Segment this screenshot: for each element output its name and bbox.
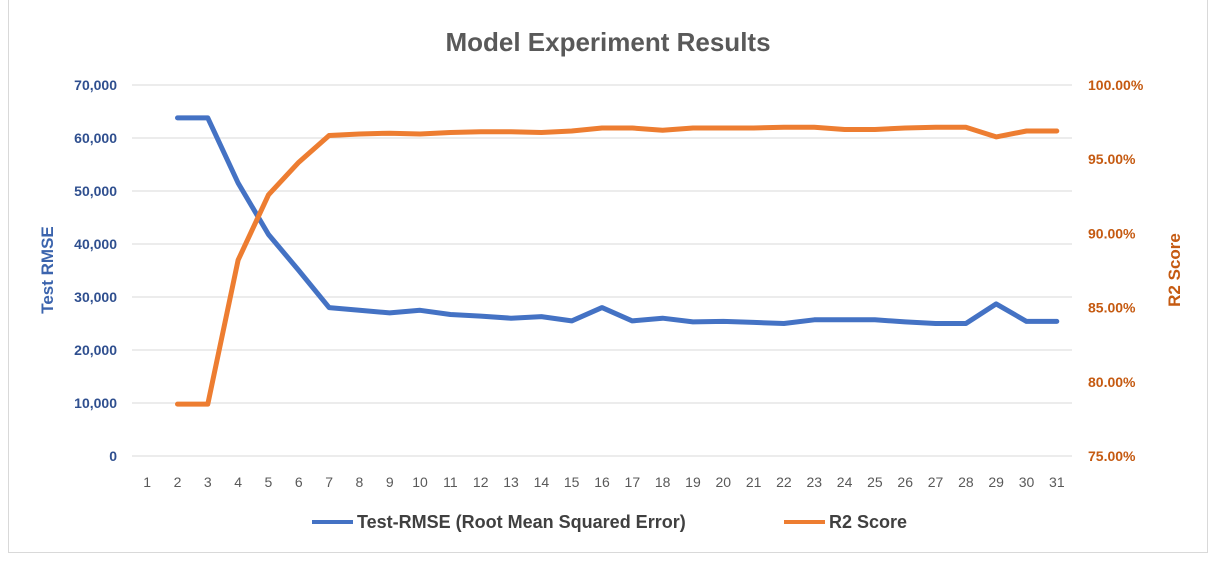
left-axis-label: Test RMSE: [38, 226, 57, 314]
x-tick-label: 24: [837, 474, 853, 490]
left-tick-label: 40,000: [74, 236, 117, 252]
x-tick-label: 11: [443, 474, 458, 490]
right-tick-label: 90.00%: [1088, 225, 1136, 241]
right-tick-label: 100.00%: [1088, 77, 1144, 93]
x-tick-label: 7: [325, 474, 333, 490]
left-tick-label: 20,000: [74, 342, 117, 358]
chart-title: Model Experiment Results: [445, 27, 770, 57]
x-tick-label: 27: [928, 474, 944, 490]
right-tick-label: 75.00%: [1088, 448, 1136, 464]
x-tick-label: 3: [204, 474, 212, 490]
left-tick-label: 60,000: [74, 130, 117, 146]
x-tick-label: 20: [716, 474, 732, 490]
x-tick-label: 26: [897, 474, 913, 490]
x-tick-label: 28: [958, 474, 974, 490]
x-tick-label: 30: [1019, 474, 1035, 490]
x-tick-label: 12: [473, 474, 489, 490]
x-tick-label: 9: [386, 474, 394, 490]
left-tick-label: 10,000: [74, 395, 117, 411]
left-tick-label: 50,000: [74, 183, 117, 199]
left-axis-ticks: 0 10,000 20,000 30,000 40,000 50,000 60,000 70,…: [74, 77, 117, 464]
gridlines: [132, 84, 1072, 457]
x-tick-label: 14: [534, 474, 550, 490]
right-tick-label: 80.00%: [1088, 374, 1136, 390]
x-tick-label: 22: [776, 474, 792, 490]
x-tick-label: 29: [988, 474, 1004, 490]
chart-frame: [8, 0, 1208, 553]
x-tick-label: 5: [265, 474, 273, 490]
x-tick-label: 15: [564, 474, 580, 490]
legend: Test-RMSE (Root Mean Squared Error) R2 S…: [312, 512, 907, 532]
x-tick-label: 1: [143, 474, 151, 490]
r2-series-line: [175, 124, 1060, 407]
x-tick-label: 17: [625, 474, 641, 490]
x-tick-label: 18: [655, 474, 671, 490]
rmse-series-line: [175, 115, 1060, 326]
left-tick-label: 70,000: [74, 77, 117, 93]
left-tick-label: 30,000: [74, 289, 117, 305]
x-tick-label: 31: [1049, 474, 1065, 490]
x-tick-label: 10: [412, 474, 428, 490]
x-tick-label: 4: [234, 474, 242, 490]
x-tick-label: 23: [806, 474, 822, 490]
x-axis-ticks: 1 2 3 4 5 6 7 8 9 10 11 12 13 14 15 16 17 18 19 20 21 22 23 24 2…: [143, 474, 1065, 490]
x-tick-label: 13: [503, 474, 519, 490]
x-tick-label: 16: [594, 474, 610, 490]
right-axis-label: R2 Score: [1165, 233, 1184, 307]
right-tick-label: 85.00%: [1088, 300, 1136, 316]
series-lines: [175, 115, 1060, 407]
x-tick-label: 8: [356, 474, 364, 490]
right-axis-ticks: 75.00% 80.00% 85.00% 90.00% 95.00% 100.00%: [1088, 77, 1144, 464]
legend-label-r2: R2 Score: [829, 512, 907, 532]
legend-label-rmse: Test-RMSE (Root Mean Squared Error): [357, 512, 686, 532]
left-tick-label: 0: [109, 448, 117, 464]
x-tick-label: 19: [685, 474, 701, 490]
x-tick-label: 6: [295, 474, 303, 490]
x-tick-label: 25: [867, 474, 883, 490]
x-tick-label: 2: [174, 474, 182, 490]
right-tick-label: 95.00%: [1088, 151, 1136, 167]
x-tick-label: 21: [746, 474, 762, 490]
